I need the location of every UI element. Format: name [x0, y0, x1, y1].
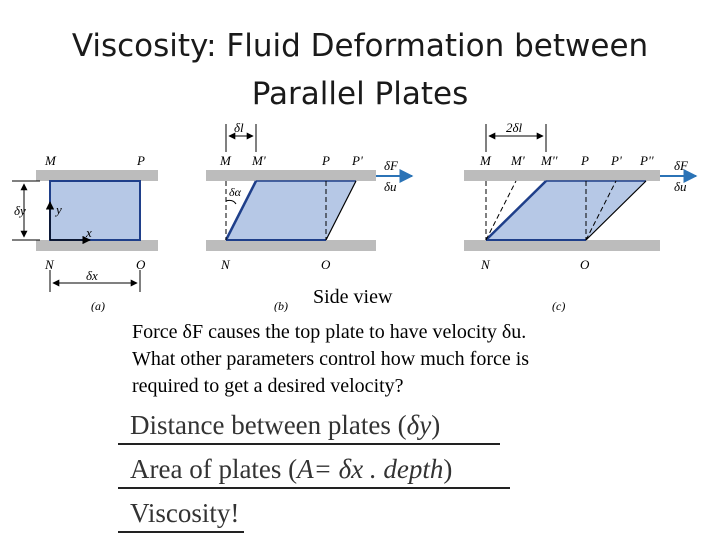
label-O-c: O	[580, 257, 590, 272]
parallel-plates-figure: M P N O δy y x δx (a) δl M M' P P' δα δF…	[12, 120, 698, 312]
answer-3-end: !	[230, 498, 240, 528]
label-O-b: O	[321, 257, 331, 272]
top-plate-b	[206, 170, 376, 181]
answer-3-underline	[118, 531, 244, 533]
label-dx-a: δx	[86, 268, 98, 283]
slide-title: Viscosity: Fluid Deformation between Par…	[0, 22, 720, 118]
caption-c: (c)	[552, 299, 565, 312]
answer-1: Distance between plates (δy)	[118, 410, 500, 445]
label-du-b: δu	[384, 179, 397, 194]
answer-1-end: )	[431, 410, 441, 440]
fluid-element-c	[486, 181, 646, 240]
caption-a: (a)	[91, 299, 105, 312]
label-N-c: N	[480, 257, 491, 272]
answer-2-symbol: A= δx . depth	[297, 454, 444, 484]
answer-1-underline	[118, 443, 500, 445]
answer-2-end: )	[443, 454, 453, 484]
label-N-a: N	[44, 257, 55, 272]
label-P2-c: P''	[639, 153, 654, 168]
label-P-b: P	[321, 153, 330, 168]
panel-b: δl M M' P P' δα δF δu N O (b)	[206, 120, 414, 312]
fluid-element-b	[226, 181, 356, 240]
caption-b: (b)	[274, 299, 288, 312]
title-line-2: Parallel Plates	[251, 76, 469, 112]
label-dl-b: δl	[234, 120, 244, 135]
label-M2-c: M''	[540, 153, 558, 168]
label-P1-c: P'	[610, 153, 622, 168]
bottom-plate-a	[36, 240, 158, 251]
label-M-c: M	[479, 153, 492, 168]
answer-2-underline	[118, 487, 510, 489]
label-2dl-c: 2δl	[506, 120, 523, 135]
question-text: Force δF causes the top plate to have ve…	[132, 319, 632, 400]
label-du-c: δu	[674, 179, 687, 194]
label-M1-c: M'	[510, 153, 525, 168]
label-x-a: x	[85, 225, 92, 240]
answer-2: Area of plates (A= δx . depth)	[118, 454, 510, 489]
bottom-plate-c	[464, 240, 660, 251]
label-P1-b: P'	[351, 153, 363, 168]
label-dF-b: δF	[384, 158, 399, 173]
label-dy-a: δy	[14, 203, 26, 218]
fluid-element-a	[49, 180, 141, 241]
question-line-2: What other parameters control how much f…	[132, 348, 530, 370]
label-N-b: N	[220, 257, 231, 272]
label-P-c: P	[580, 153, 589, 168]
question-line-1: Force δF causes the top plate to have ve…	[132, 321, 527, 343]
answer-1-text: Distance between plates (	[130, 410, 407, 440]
title-line-1: Viscosity: Fluid Deformation between	[71, 28, 649, 64]
label-P-a: P	[136, 153, 145, 168]
label-y-a: y	[54, 202, 62, 217]
label-M-b: M	[219, 153, 232, 168]
label-O-a: O	[136, 257, 146, 272]
top-plate-c	[464, 170, 660, 181]
panel-a: M P N O δy y x δx (a)	[12, 153, 158, 312]
top-plate-a	[36, 170, 158, 181]
question-line-3: required to get a desired velocity?	[132, 375, 404, 397]
label-dF-c: δF	[674, 158, 689, 173]
answer-3-text: Viscosity	[130, 498, 231, 528]
answer-2-text: Area of plates (	[130, 454, 298, 484]
bottom-plate-b	[206, 240, 376, 251]
label-dalpha-b: δα	[229, 185, 242, 199]
label-M1-b: M'	[251, 153, 266, 168]
answer-3: Viscosity!	[118, 498, 244, 533]
side-view-caption: Side view	[313, 286, 393, 308]
answer-1-symbol: δy	[406, 410, 432, 440]
panel-c: 2δl M M' M'' P P' P'' δF δu N O (c)	[464, 120, 698, 312]
label-M-a: M	[44, 153, 57, 168]
